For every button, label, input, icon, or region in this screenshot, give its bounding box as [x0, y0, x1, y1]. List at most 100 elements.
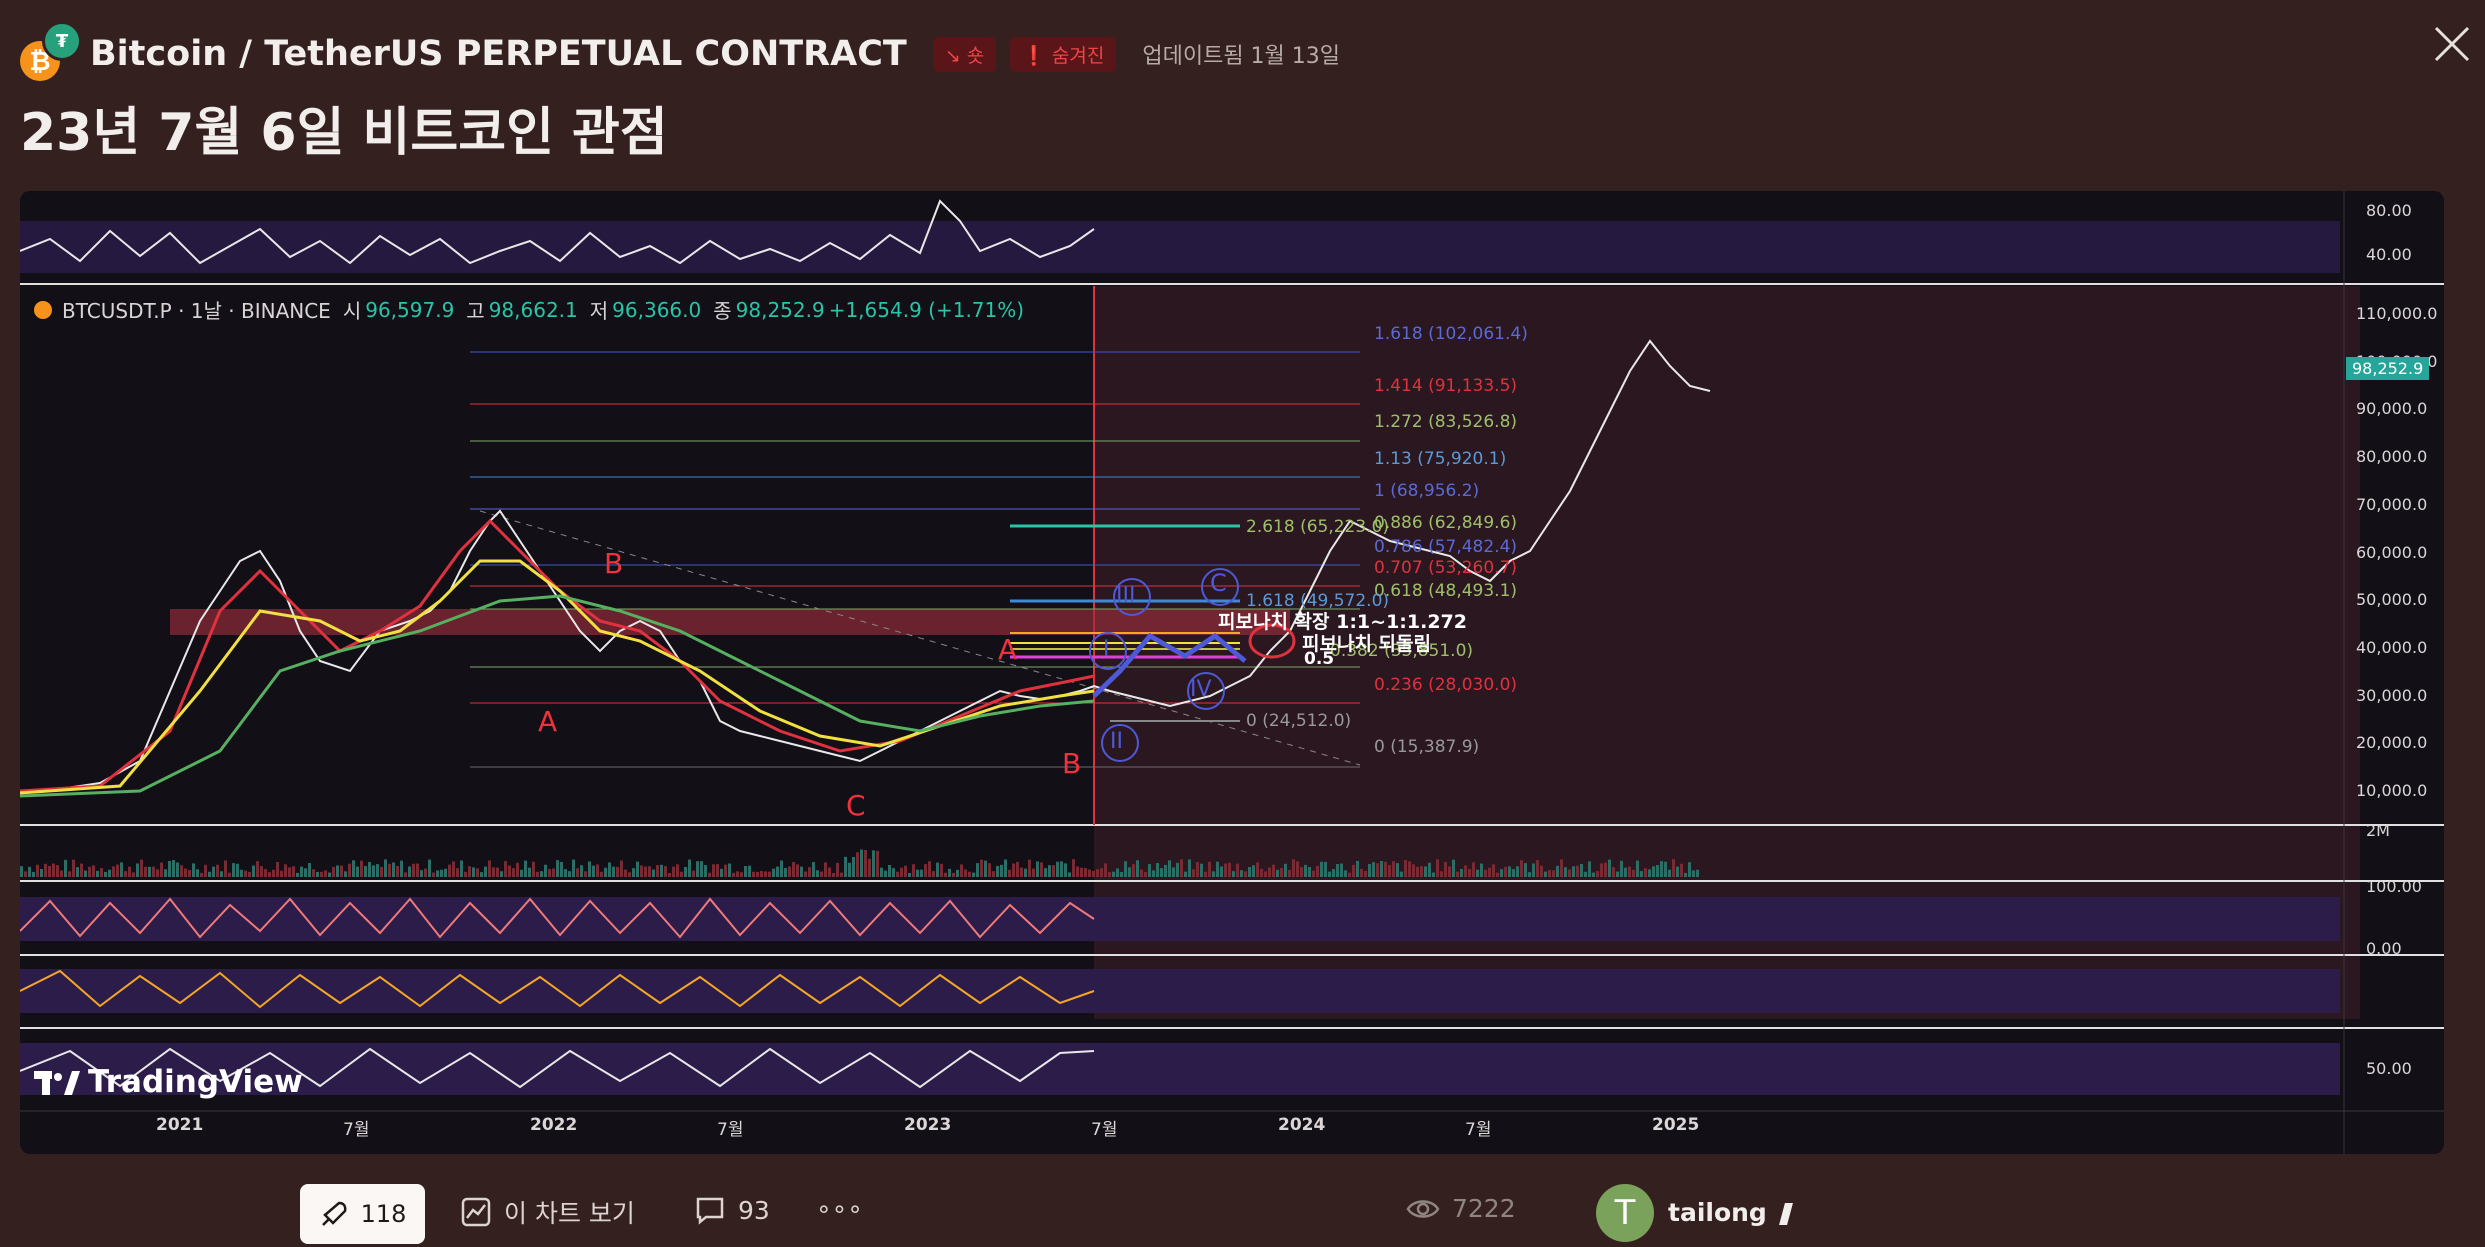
low-label: 저 [589, 299, 609, 323]
volume-bar [840, 872, 843, 877]
volume-bar [1164, 864, 1167, 877]
rsi-line [20, 199, 1095, 265]
volume-bar [1508, 866, 1511, 877]
volume-bar [640, 865, 643, 877]
volume-bar [304, 868, 307, 877]
volume-bar [1404, 860, 1407, 877]
volume-bar [524, 860, 527, 877]
volume-bar [1108, 872, 1111, 877]
volume-bar [952, 872, 955, 877]
volume-bar [1180, 859, 1183, 877]
volume-bar [200, 872, 203, 877]
volume-bar [84, 870, 87, 877]
volume-bar [780, 860, 783, 877]
volume-bar [772, 868, 775, 877]
volume-bar [868, 858, 871, 877]
volume-bar [1464, 865, 1467, 877]
volume-bar [72, 859, 75, 877]
price-tick: 70,000.0 [2356, 494, 2428, 514]
wave-ii-circle [1101, 724, 1139, 762]
volume-bar [1012, 863, 1015, 877]
volume-bar [1476, 869, 1479, 877]
volume-bar [1032, 868, 1035, 877]
volume-bar [852, 856, 855, 877]
volume-bar [1612, 866, 1615, 877]
volume-bar [684, 866, 687, 877]
volume-bar [204, 864, 207, 877]
volume-bar [1296, 861, 1299, 877]
view-chart-button[interactable]: 이 차트 보기 [460, 1194, 635, 1230]
volume-bar [1104, 863, 1107, 877]
osc2-line [20, 969, 1095, 1009]
rocket-icon [321, 1201, 347, 1226]
volume-bar [364, 866, 367, 877]
volume-bar [1344, 870, 1347, 877]
legend-symbol[interactable]: BTCUSDT.P · 1날 · BINANCE [62, 299, 331, 323]
volume-bar [1332, 869, 1335, 877]
volume-bar [1176, 862, 1179, 877]
price-tick: 40,000.0 [2356, 637, 2428, 657]
volume-bar [1128, 867, 1131, 877]
volume-bar [584, 871, 587, 877]
volume-bar [692, 870, 695, 877]
volume-bar [1376, 863, 1379, 877]
volume-bar [1688, 862, 1691, 877]
volume-bar [1120, 871, 1123, 877]
chart-canvas[interactable] [20, 191, 2444, 1154]
comments-button[interactable]: 93 [694, 1194, 770, 1226]
volume-bar [1636, 860, 1639, 877]
osc2-band [20, 969, 2340, 1013]
volume-bar [1400, 871, 1403, 877]
volume-bar [1524, 863, 1527, 877]
volume-bar [336, 865, 339, 877]
volume-bar [260, 866, 263, 877]
volume-bar [444, 868, 447, 877]
current-price-tag: 98,252.9 [2346, 357, 2430, 380]
volume-bar [816, 870, 819, 877]
volume-bar [1648, 869, 1651, 877]
volume-bar [1420, 866, 1423, 877]
boost-button[interactable]: 118 [300, 1184, 425, 1244]
tradingview-logo-icon [34, 1067, 80, 1097]
volume-bar [608, 862, 611, 877]
volume-bar [1168, 860, 1171, 877]
high-value: 98,662.1 [488, 297, 578, 322]
chart-panel[interactable]: BTCUSDT.P · 1날 · BINANCE 시 96,597.9 고 98,6… [20, 191, 2444, 1154]
volume-bar [1452, 859, 1455, 877]
volume-bar [1496, 872, 1499, 877]
volume-bar [568, 871, 571, 877]
volume-bar [28, 866, 31, 877]
volume-bar [636, 861, 639, 877]
volume-bar [716, 864, 719, 877]
time-axis[interactable]: 2021 7월 2022 7월 2023 7월 2024 7월 2025 [20, 1115, 2340, 1151]
price-tick: 110,000.0 [2356, 304, 2438, 323]
volume-bar [764, 871, 767, 877]
volume-bar [1080, 867, 1083, 877]
volume-bar [944, 872, 947, 877]
volume-bar [40, 869, 43, 877]
volume-bar [412, 863, 415, 877]
volume-bar [1208, 861, 1211, 877]
symbol-title[interactable]: Bitcoin / TetherUS PERPETUAL CONTRACT [90, 34, 907, 74]
author-avatar[interactable]: T [1596, 1184, 1654, 1242]
volume-bar [664, 866, 667, 877]
close-icon[interactable] [2432, 24, 2472, 64]
more-button[interactable]: ∘∘∘ [816, 1194, 863, 1223]
volume-bar [1608, 859, 1611, 877]
price-axis[interactable]: 110,000.0100,000.090,000.080,000.070,000… [2356, 191, 2444, 1154]
volume-bar [1644, 868, 1647, 877]
price-tick: 60,000.0 [2356, 542, 2428, 562]
volume-bar [356, 866, 359, 877]
idea-title: 23년 7월 6일 비트코인 관점 [20, 103, 668, 163]
volume-bar [1188, 859, 1191, 877]
volume-bar [1100, 868, 1103, 877]
volume-bar [1088, 869, 1091, 877]
time-tick: 2021 [156, 1115, 204, 1135]
volume-bar [352, 860, 355, 877]
volume-bar [572, 859, 575, 877]
volume-bar [896, 871, 899, 877]
volume-bar [856, 852, 859, 877]
author-name[interactable]: tailong [1668, 1198, 1793, 1227]
volume-bar [484, 866, 487, 877]
volume-bar [1572, 866, 1575, 877]
